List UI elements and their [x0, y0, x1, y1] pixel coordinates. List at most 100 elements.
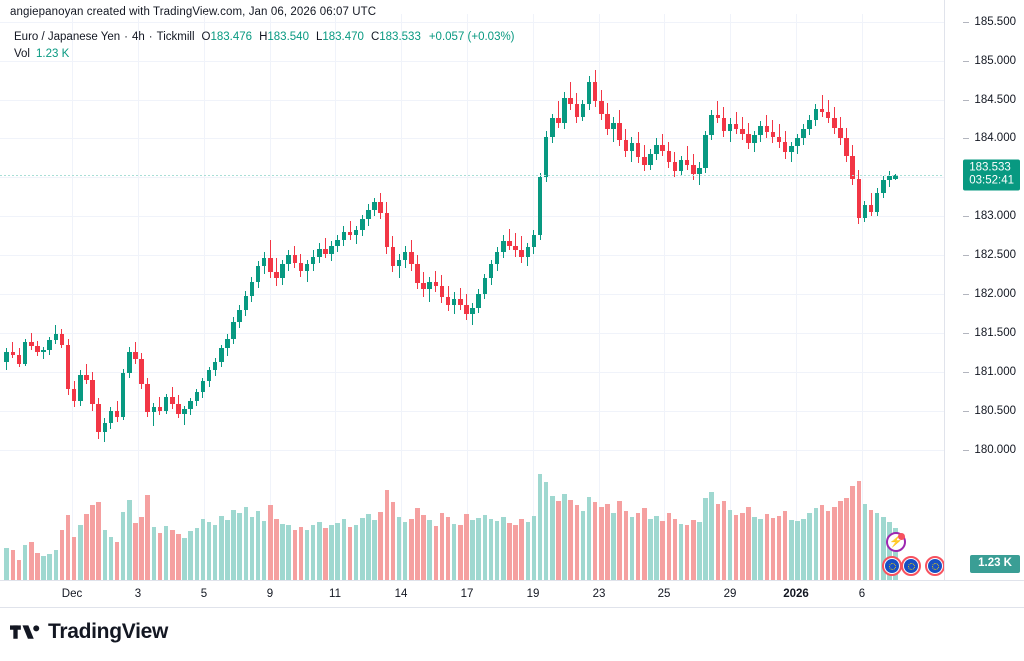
candle-body	[691, 164, 696, 175]
tick-dash	[963, 138, 970, 140]
volume-bar	[881, 516, 886, 580]
candle-body	[507, 241, 512, 246]
volume-bar	[556, 501, 561, 580]
lightning-bolt-icon[interactable]: ⚡	[886, 532, 906, 552]
gridline-vertical	[862, 14, 863, 580]
candle-body	[672, 161, 678, 172]
candle-body	[219, 348, 224, 363]
volume-bar	[770, 517, 776, 580]
volume-bar	[458, 525, 463, 580]
exchange-label[interactable]: Tickmill	[156, 31, 195, 43]
chart-legend: Euro / Japanese Yen · 4h · Tickmill O183…	[14, 30, 515, 62]
candle-wick	[435, 270, 437, 293]
candle-body	[868, 205, 874, 212]
volume-bar	[691, 520, 696, 580]
volume-bar	[525, 521, 531, 580]
volume-bar	[807, 513, 812, 580]
gridline-vertical	[401, 14, 402, 580]
candle-body	[666, 150, 672, 162]
candle-body	[752, 135, 757, 144]
gridline-horizontal	[0, 99, 944, 101]
chart-plot-area[interactable]: ⚡	[0, 14, 944, 580]
volume-bar	[304, 530, 310, 580]
volume-bar	[733, 515, 739, 580]
candle-body	[611, 122, 616, 130]
volume-bar	[605, 504, 610, 580]
close-value: 183.533	[379, 31, 421, 43]
price-axis-tick: 182.500	[963, 249, 1016, 261]
volume-bar	[868, 510, 874, 580]
candle-wick	[30, 332, 32, 350]
volume-bar	[862, 504, 868, 580]
event-ring	[882, 556, 902, 576]
candle-body	[874, 192, 880, 212]
volume-bar	[856, 480, 862, 580]
eu-flag-event-icon[interactable]	[882, 556, 902, 576]
tick-dash	[963, 449, 970, 451]
current-price-value: 183.533	[969, 161, 1011, 174]
eu-flag-circle	[904, 559, 918, 573]
candle-body	[776, 136, 782, 142]
candle-body	[838, 127, 843, 139]
price-axis-tick: 185.500	[963, 16, 1016, 28]
candle-body	[133, 351, 138, 360]
price-axis-tick: 182.000	[963, 288, 1016, 300]
volume-bar	[329, 525, 334, 580]
volume-bar	[22, 545, 28, 580]
candle-body	[844, 138, 849, 156]
low-label: L	[315, 31, 323, 43]
volume-bar	[120, 511, 126, 580]
candle-wick	[570, 82, 572, 111]
candle-body	[360, 219, 365, 231]
volume-bar	[255, 510, 261, 580]
volume-bar	[488, 518, 494, 580]
gridline-vertical	[796, 14, 797, 580]
candle-body	[4, 351, 9, 363]
volume-bar	[678, 523, 684, 580]
candle-body	[415, 264, 420, 284]
volume-bar	[574, 504, 580, 580]
candle-body	[384, 213, 390, 248]
volume-bar	[562, 493, 567, 580]
time-axis-tick: 23	[592, 588, 606, 600]
candle-body	[770, 132, 776, 137]
candle-body	[789, 146, 794, 153]
volume-label[interactable]: Vol	[14, 48, 30, 60]
candle-body	[740, 129, 745, 134]
candle-body	[727, 124, 733, 131]
eu-flag-event-icon[interactable]	[901, 556, 921, 576]
current-price-badge[interactable]: 183.533 03:52:41	[963, 159, 1020, 191]
candle-body	[127, 351, 132, 374]
candle-body	[537, 177, 543, 235]
candle-body	[421, 283, 426, 290]
candle-body	[629, 143, 635, 151]
candle-body	[28, 342, 34, 347]
interval-label[interactable]: 4h	[132, 31, 145, 43]
time-axis-tick: 9	[266, 588, 274, 600]
candle-body	[758, 126, 763, 136]
candle-wick	[184, 406, 185, 425]
candle-body	[372, 202, 377, 210]
eu-flag-event-icon[interactable]	[925, 556, 944, 576]
candle-body	[813, 108, 819, 120]
volume-bar	[274, 518, 279, 580]
volume-bar	[194, 527, 200, 580]
volume-badge[interactable]: 1.23 K	[970, 555, 1020, 573]
time-axis[interactable]: Dec 3 5 9 11 14 17 19 23 25 29 2026 6	[0, 580, 1024, 608]
symbol-name[interactable]: Euro / Japanese Yen	[14, 31, 121, 43]
candle-wick	[153, 402, 155, 427]
time-axis-tick: 19	[526, 588, 540, 600]
candle-body	[249, 281, 255, 296]
candle-wick	[827, 99, 829, 123]
price-axis-tick: 184.500	[963, 94, 1016, 106]
candle-body	[887, 175, 892, 181]
candle-body	[317, 248, 322, 257]
volume-bar	[764, 514, 770, 580]
candle-body	[697, 168, 702, 175]
gridline-vertical	[730, 14, 731, 580]
volume-bar	[145, 495, 150, 580]
volume-bar	[648, 519, 653, 580]
candle-body	[519, 250, 524, 257]
price-axis[interactable]: 185.500 185.000 184.500 184.000 183.000 182.5…	[944, 0, 1024, 581]
volume-bar	[231, 510, 236, 580]
